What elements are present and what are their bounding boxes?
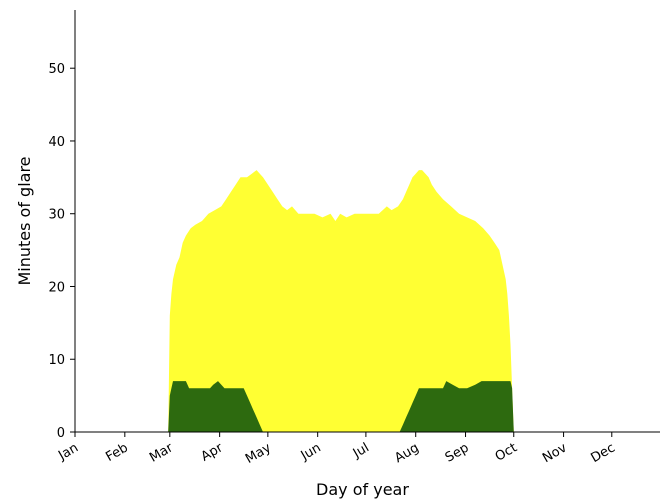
x-tick-label: May (243, 440, 274, 467)
y-tick-label: 40 (48, 135, 65, 150)
y-tick-label: 20 (48, 280, 65, 295)
x-tick-label: Mar (147, 440, 176, 466)
y-axis-title: Minutes of glare (15, 156, 34, 285)
x-tick-label: Apr (199, 440, 227, 465)
x-tick-label: Jun (298, 440, 324, 464)
x-tick-label: Jul (350, 440, 372, 461)
x-ticks: Jan Feb Mar Apr May Jun Jul Aug Sep Oct Nov Dec (55, 432, 618, 467)
x-tick-label: Oct (493, 440, 520, 464)
series-area-upper (168, 170, 514, 432)
x-tick-label: Aug (392, 440, 421, 466)
y-tick-label: 0 (57, 426, 65, 441)
x-tick-label: Dec (588, 440, 617, 466)
y-tick-label: 50 (48, 62, 65, 77)
y-ticks: 0 10 20 30 40 50 (48, 62, 75, 441)
x-tick-label: Nov (540, 440, 570, 466)
x-axis-title: Day of year (316, 480, 409, 499)
y-tick-label: 30 (48, 208, 65, 223)
x-tick-label: Sep (443, 440, 472, 465)
y-tick-label: 10 (48, 353, 65, 368)
x-tick-label: Feb (103, 440, 130, 465)
series-area-lower (168, 381, 514, 432)
series-layer (168, 170, 514, 432)
x-tick-label: Jan (55, 440, 81, 464)
